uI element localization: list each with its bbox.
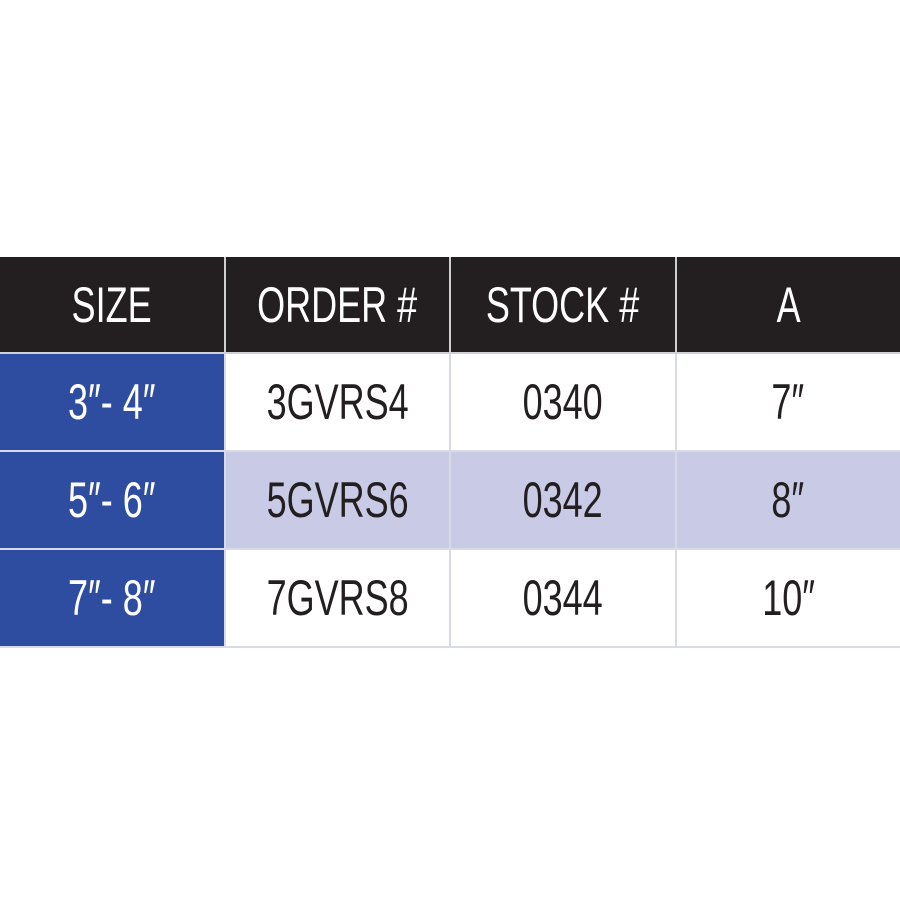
header-size: SIZE bbox=[0, 257, 226, 352]
a-cell: 10″ bbox=[677, 550, 900, 646]
a-cell: 8″ bbox=[676, 452, 900, 548]
stock-cell: 0344 bbox=[451, 550, 677, 646]
header-label: SIZE bbox=[71, 276, 152, 333]
order-cell: 7GVRS8 bbox=[226, 550, 451, 646]
cell-text: 10″ bbox=[761, 570, 815, 626]
header-order: ORDER # bbox=[225, 257, 451, 352]
cell-text: 3GVRS4 bbox=[266, 374, 409, 430]
order-cell: 3GVRS4 bbox=[226, 354, 451, 450]
size-cell: 3″- 4″ bbox=[0, 354, 226, 450]
header-stock: STOCK # bbox=[451, 257, 677, 352]
cell-text: 3″- 4″ bbox=[67, 374, 156, 430]
cell-text: 7″- 8″ bbox=[67, 570, 156, 626]
stock-cell: 0340 bbox=[451, 354, 677, 450]
cell-text: 8″ bbox=[771, 472, 805, 528]
stock-cell: 0342 bbox=[451, 452, 677, 548]
cell-text: 5″- 6″ bbox=[67, 472, 156, 528]
table-row: 7″- 8″ 7GVRS8 0344 10″ bbox=[0, 550, 900, 648]
size-table: SIZE ORDER # STOCK # A 3″- 4″ 3GVRS4 034… bbox=[0, 257, 900, 648]
header-label: STOCK # bbox=[486, 276, 640, 333]
table-row: 3″- 4″ 3GVRS4 0340 7″ bbox=[0, 354, 900, 452]
cell-text: 7GVRS8 bbox=[266, 570, 409, 626]
table-header: SIZE ORDER # STOCK # A bbox=[0, 257, 900, 354]
cell-text: 7″ bbox=[771, 374, 805, 430]
size-cell: 7″- 8″ bbox=[0, 550, 226, 646]
header-label: A bbox=[776, 276, 801, 333]
header-a: A bbox=[676, 257, 900, 352]
size-cell: 5″- 6″ bbox=[0, 452, 226, 548]
a-cell: 7″ bbox=[677, 354, 900, 450]
cell-text: 0340 bbox=[522, 374, 603, 430]
order-cell: 5GVRS6 bbox=[225, 452, 451, 548]
cell-text: 0342 bbox=[522, 472, 603, 528]
table-row: 5″- 6″ 5GVRS6 0342 8″ bbox=[0, 452, 900, 550]
cell-text: 0344 bbox=[522, 570, 603, 626]
header-label: ORDER # bbox=[257, 276, 418, 333]
cell-text: 5GVRS6 bbox=[266, 472, 409, 528]
